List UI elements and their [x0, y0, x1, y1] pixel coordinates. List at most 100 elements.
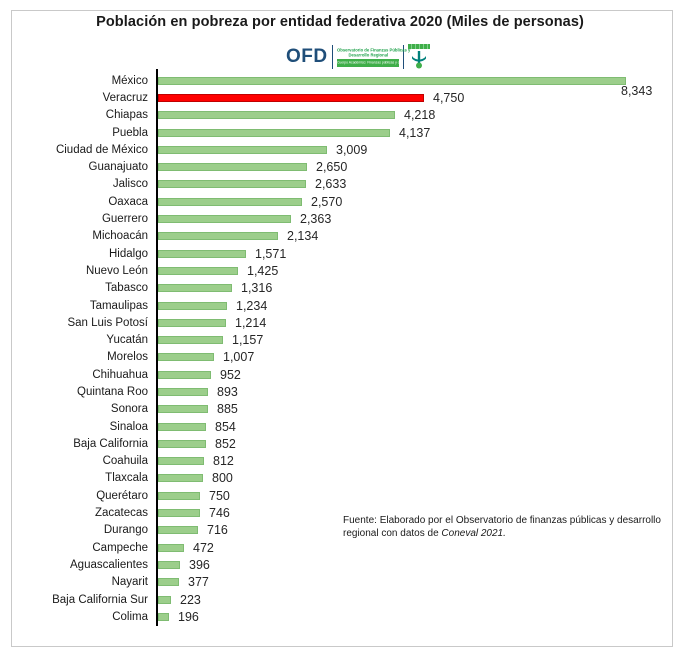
- bar-row: Chiapas 4,218: [30, 107, 645, 124]
- bar-row: San Luis Potosí 1,214: [30, 314, 645, 331]
- value-label: 2,633: [315, 177, 347, 192]
- category-label: México: [111, 74, 148, 87]
- bar: [158, 509, 200, 518]
- value-label: 1,234: [236, 298, 268, 313]
- category-label: Tabasco: [105, 282, 148, 295]
- value-label: 1,157: [232, 333, 264, 348]
- category-label: Veracruz: [102, 91, 148, 104]
- value-label: 2,363: [300, 212, 332, 227]
- bar-area: 2,633: [158, 176, 645, 193]
- value-label: 852: [215, 436, 236, 451]
- category-label: Campeche: [92, 541, 148, 554]
- bar-area: 1,214: [158, 314, 645, 331]
- category-label: Baja California Sur: [52, 593, 148, 606]
- logo-divider: [331, 45, 333, 69]
- category-label: Ciudad de México: [55, 143, 148, 156]
- bar: [158, 491, 200, 500]
- value-label: 3,009: [336, 142, 368, 157]
- bar: [158, 595, 171, 604]
- bar-area: 8,343: [158, 72, 652, 98]
- bar: [158, 128, 390, 137]
- bar-area: 2,134: [158, 228, 645, 245]
- bar-row: Michoacán 2,134: [30, 228, 645, 245]
- bar-row: Guanajuato 2,650: [30, 158, 645, 175]
- bar-row: Coahuila 812: [30, 453, 645, 470]
- category-label: Querétaro: [96, 489, 148, 502]
- bar-area: 196: [158, 608, 645, 625]
- bar: [158, 405, 208, 414]
- bar-area: 4,137: [158, 124, 645, 141]
- category-label: Zacatecas: [94, 507, 148, 520]
- value-label: 1,425: [247, 263, 279, 278]
- bar-area: 750: [158, 487, 645, 504]
- bar-row: Guerrero 2,363: [30, 210, 645, 227]
- source-note: Fuente: Elaborado por el Observatorio de…: [343, 514, 661, 540]
- bar-row: Sinaloa 854: [30, 418, 645, 435]
- value-label: 2,650: [316, 160, 348, 175]
- bar-rows: México 8,343 Veracruz 4,750 Chiapas 4,218 Pueb…: [30, 72, 653, 626]
- bar: [158, 422, 206, 431]
- value-label: 1,007: [223, 350, 255, 365]
- value-label: 812: [213, 454, 234, 469]
- bar: [158, 353, 214, 362]
- bar-row: Aguascalientes 396: [30, 556, 645, 573]
- category-label: Baja California: [73, 437, 148, 450]
- bar: [158, 232, 278, 241]
- bar-area: 377: [158, 574, 645, 591]
- category-label: Guerrero: [101, 213, 148, 226]
- category-label: Morelos: [107, 351, 148, 364]
- value-label: 472: [193, 540, 214, 555]
- bar-row: Quintana Roo 893: [30, 383, 645, 400]
- bar-area: 852: [158, 435, 645, 452]
- bar-area: 3,009: [158, 141, 645, 158]
- bar: [158, 543, 184, 552]
- value-label: 854: [215, 419, 236, 434]
- logo-divider: [402, 45, 404, 69]
- bar-row: Tamaulipas 1,234: [30, 297, 645, 314]
- value-label: 1,571: [255, 246, 287, 261]
- bar-area: 1,316: [158, 280, 645, 297]
- bar-row: Oaxaca 2,570: [30, 193, 645, 210]
- category-label: Tlaxcala: [105, 472, 148, 485]
- bar: [158, 578, 179, 587]
- bar-area: 812: [158, 453, 645, 470]
- bar-area: 472: [158, 539, 645, 556]
- bar: [158, 266, 238, 275]
- bar-area: 952: [158, 366, 645, 383]
- bar: [158, 249, 246, 258]
- logo-band-text: Cuerpo Académico: Finanzas públicas y de…: [336, 61, 399, 65]
- bar-area: 396: [158, 556, 645, 573]
- bar-area: 1,425: [158, 262, 645, 279]
- bar-row: Baja California 852: [30, 435, 645, 452]
- value-label: 377: [188, 575, 209, 590]
- category-label: Aguascalientes: [70, 558, 148, 571]
- category-label: Hidalgo: [109, 247, 148, 260]
- bar: [158, 457, 204, 466]
- category-label: Tamaulipas: [89, 299, 148, 312]
- category-label: Nuevo León: [85, 264, 148, 277]
- university-seal-icon: [407, 43, 430, 71]
- bar-row: Tabasco 1,316: [30, 280, 645, 297]
- bar: [158, 145, 327, 154]
- bar-row: Baja California Sur 223: [30, 591, 645, 608]
- bar-area: 1,007: [158, 349, 645, 366]
- bar-row: Puebla 4,137: [30, 124, 645, 141]
- bar-area: 885: [158, 401, 645, 418]
- value-label: 4,137: [399, 125, 431, 140]
- value-label: 746: [209, 506, 230, 521]
- category-label: Sonora: [110, 403, 148, 416]
- bar-row: Colima 196: [30, 608, 645, 625]
- source-note-line2: regional con datos de Coneval 2021.: [343, 528, 506, 539]
- seal-bird-icon: [411, 50, 426, 68]
- category-label: Michoacán: [92, 230, 148, 243]
- bar-area: 2,570: [158, 193, 645, 210]
- value-label: 223: [180, 592, 201, 607]
- bar: [158, 336, 223, 345]
- bar-row: México 8,343: [30, 72, 653, 98]
- category-label: Durango: [103, 524, 148, 537]
- value-label: 8,343: [621, 84, 653, 98]
- category-label: Quintana Roo: [77, 385, 148, 398]
- bar: [158, 215, 291, 224]
- seal-band: [407, 43, 430, 49]
- logo-name-line1: Observatorio de Finanzas Públicas y: [336, 47, 410, 53]
